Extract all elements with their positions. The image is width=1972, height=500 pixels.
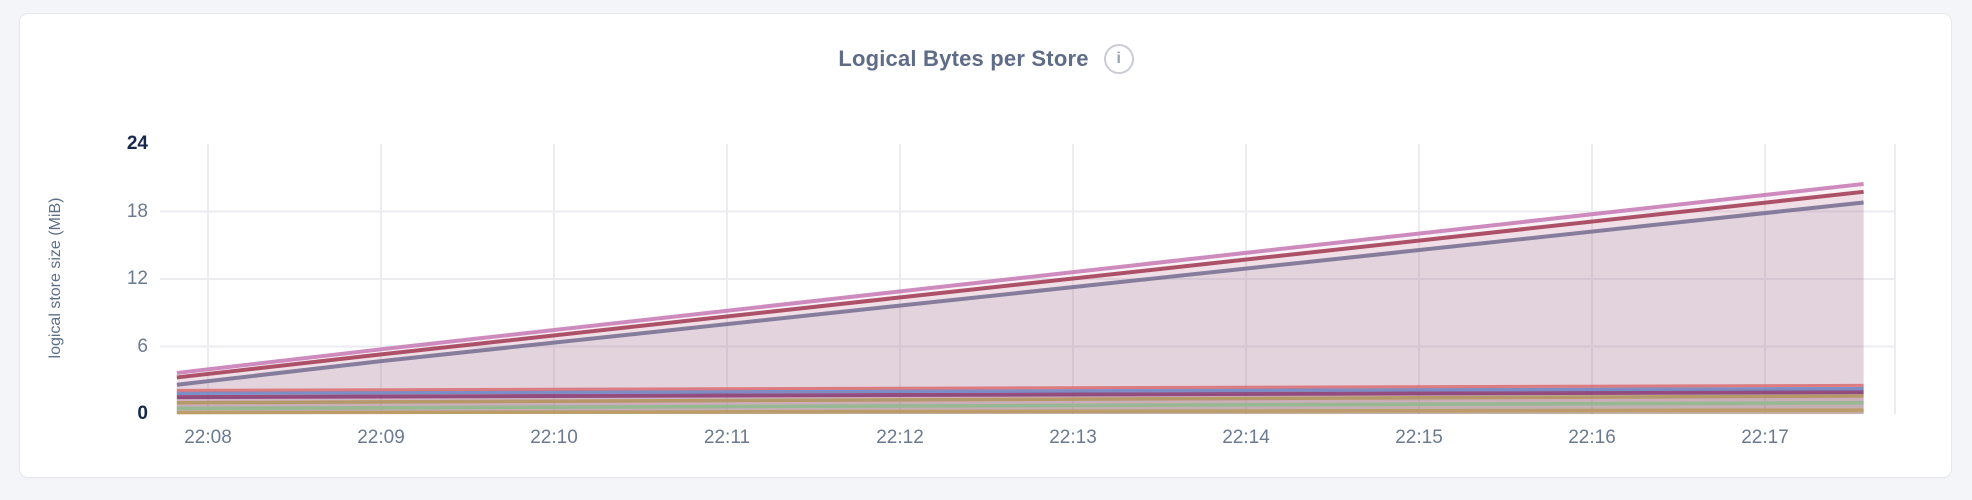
x-tick-label: 22:09 xyxy=(357,427,405,448)
series-line-store-flat-5 xyxy=(176,401,1864,411)
x-tick-label: 22:10 xyxy=(530,427,578,448)
x-tick-label: 22:12 xyxy=(876,427,924,448)
series-line-store-flat-1 xyxy=(176,383,1864,392)
series-line-store-flat-2 xyxy=(176,386,1864,395)
x-tick-label: 22:11 xyxy=(703,427,751,448)
y-tick-label: 0 xyxy=(137,403,148,424)
x-tick-label: 22:13 xyxy=(1049,427,1097,448)
chart-header: Logical Bytes per Store i xyxy=(0,42,1972,76)
x-tick-label: 22:16 xyxy=(1568,427,1616,448)
x-tick-label: 22:17 xyxy=(1741,427,1789,448)
series-line-store-flat-6 xyxy=(176,408,1864,415)
chart-title: Logical Bytes per Store xyxy=(838,46,1089,71)
y-tick-label: 18 xyxy=(126,200,148,222)
series-line-store-flat-3 xyxy=(176,390,1864,400)
series-line-store-rising-2 xyxy=(176,189,1864,380)
series-line-store-flat-4 xyxy=(176,394,1864,405)
series-area-store-rising-3 xyxy=(176,202,1864,414)
y-axis-title: logical store size (MiB) xyxy=(47,197,64,359)
series-area-store-rising-1 xyxy=(176,183,1864,414)
x-tick-label: 22:08 xyxy=(184,427,232,448)
series-line-store-rising-3 xyxy=(176,200,1864,387)
series-line-store-rising-1 xyxy=(176,181,1864,375)
y-tick-label: 6 xyxy=(137,335,148,357)
info-icon[interactable]: i xyxy=(1103,44,1134,74)
x-tick-label: 22:15 xyxy=(1395,427,1443,448)
y-tick-label: 24 xyxy=(126,133,148,154)
x-tick-label: 22:14 xyxy=(1222,427,1270,448)
y-tick-label: 12 xyxy=(126,268,148,289)
